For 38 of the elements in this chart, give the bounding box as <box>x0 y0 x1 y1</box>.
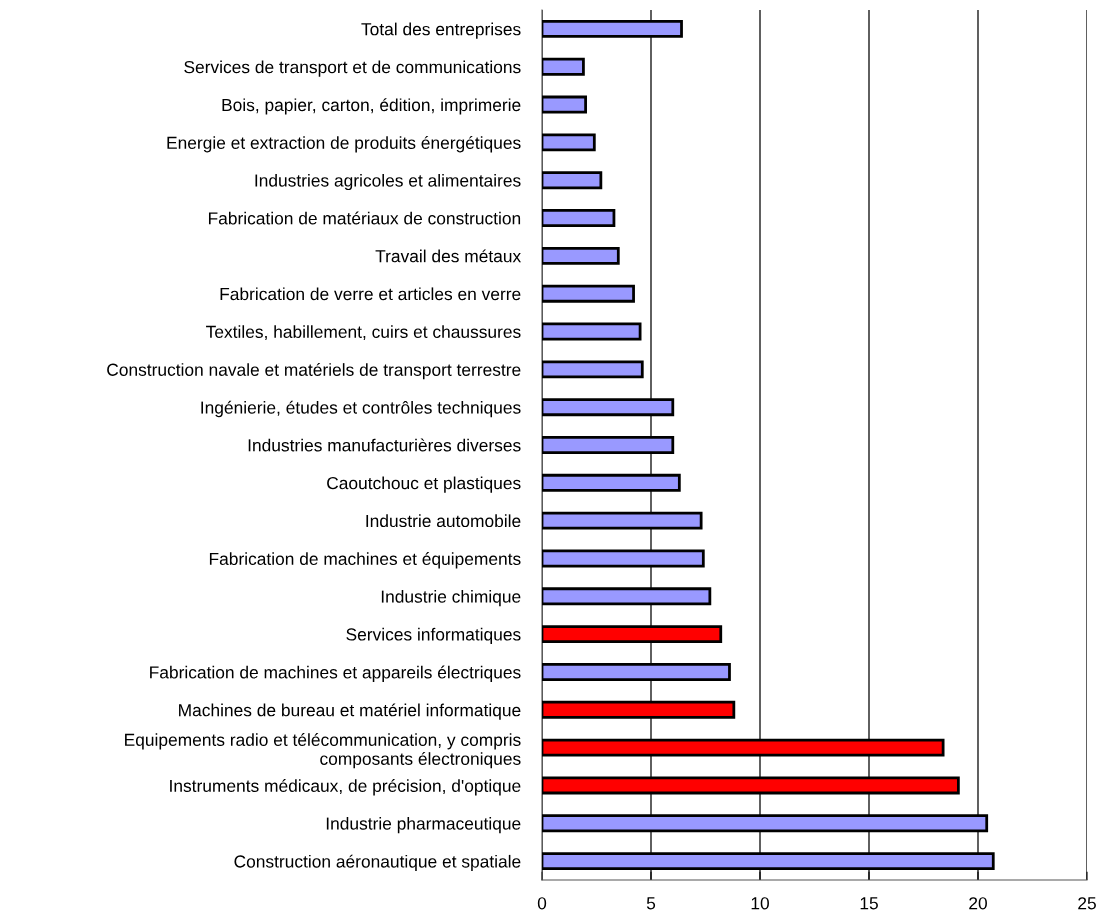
x-tick-label: 15 <box>860 897 878 910</box>
x-tick-label: 20 <box>969 897 987 910</box>
y-tick-label: Industries manufacturières diverses <box>248 438 521 452</box>
bar <box>542 246 620 265</box>
bar <box>542 360 644 379</box>
bar <box>542 57 585 76</box>
y-tick-label: Fabrication de matériaux de construction <box>208 211 521 225</box>
y-tick-label: Energie et extraction de produits énergétiques <box>167 136 521 153</box>
y-tick-label: Fabrication de verre et articles en verre <box>220 287 521 301</box>
y-tick-label: Fabrication de machines et équipements <box>209 552 521 569</box>
bar <box>542 322 642 341</box>
y-tick-label: Construction navale et matériels de transport terrestre <box>107 362 521 380</box>
y-tick-label: Bois, papier, carton, édition, imprimerie <box>222 98 521 115</box>
y-tick-label: Construction aéronautique et spatiale <box>234 854 521 872</box>
bar <box>542 284 635 303</box>
x-tick-label: 25 <box>1078 897 1096 910</box>
x-tick-label: 5 <box>646 897 656 910</box>
bar <box>542 133 596 152</box>
y-tick-label: Industrie automobile <box>366 514 521 528</box>
x-tick-label: 0 <box>537 897 547 910</box>
y-tick-label: Total des entreprises <box>361 22 521 39</box>
y-tick-label: Machines de bureau et matériel informatique <box>179 703 521 720</box>
y-tick-label: Equipements radio et télécommunication, y compris composants électroniques <box>125 733 521 769</box>
y-tick-label: Industries agricoles et alimentaires <box>255 173 521 191</box>
y-tick-label: Fabrication de machines et appareils électriques <box>150 665 521 682</box>
y-tick-label: Ingénierie, études et contrôles techniques <box>201 400 521 418</box>
y-tick-label: Services de transport et de communications <box>184 60 521 77</box>
y-tick-label: Industrie chimique <box>381 590 521 607</box>
y-tick-label: Caoutchouc et plastiques <box>327 476 521 493</box>
y-tick-label: Industrie pharmaceutique <box>326 816 521 834</box>
y-tick-label: Travail des métaux <box>375 249 521 263</box>
y-tick-label: Instruments médicaux, de précision, d'optique <box>170 779 521 796</box>
y-tick-label: Services informatiques <box>346 627 521 645</box>
x-tick-label: 10 <box>751 897 769 910</box>
bar <box>542 95 587 114</box>
y-tick-label: Textiles, habillement, cuirs et chaussures <box>206 325 521 341</box>
bar <box>542 171 603 190</box>
bar <box>542 209 616 227</box>
